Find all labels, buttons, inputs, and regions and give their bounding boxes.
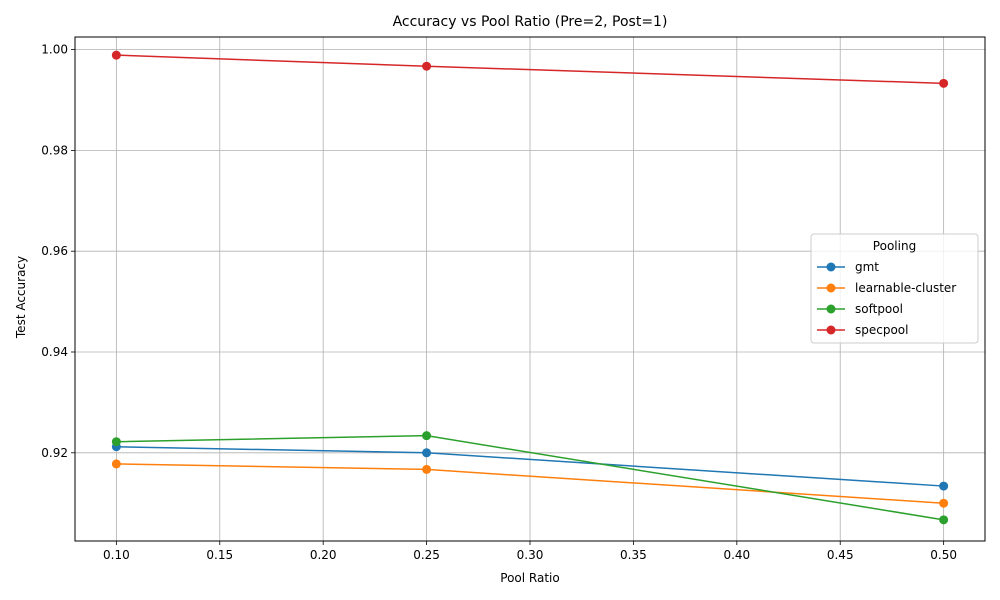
legend-label-softpool: softpool xyxy=(855,302,903,316)
x-tick-label: 0.45 xyxy=(827,548,854,562)
grid-lines xyxy=(75,37,985,541)
data-point-gmt xyxy=(939,481,949,491)
x-tick-label: 0.15 xyxy=(206,548,233,562)
data-point-specpool xyxy=(422,61,432,71)
legend-label-gmt: gmt xyxy=(855,260,879,274)
y-tick-label: 0.96 xyxy=(41,244,68,258)
legend-entry-specpool: specpool xyxy=(817,323,908,337)
y-tick-label: 1.00 xyxy=(41,43,68,57)
data-point-specpool xyxy=(111,50,121,60)
data-point-specpool xyxy=(939,78,949,88)
x-axis-label: Pool Ratio xyxy=(500,571,559,585)
y-tick-label: 0.98 xyxy=(41,143,68,157)
legend-box xyxy=(810,233,979,344)
data-point-learnable-cluster xyxy=(939,498,949,508)
legend-title: Pooling xyxy=(873,239,916,253)
y-axis-ticks: 0.92 0.94 0.96 0.98 1.00 xyxy=(41,43,75,460)
legend: Pooling gmt learnable-cluster softpool spec… xyxy=(810,233,979,344)
series-layer xyxy=(111,50,949,525)
legend-entry-learnable-cluster: learnable-cluster xyxy=(817,281,956,295)
legend-marker-gmt xyxy=(826,262,836,272)
data-point-learnable-cluster xyxy=(111,459,121,469)
chart-title: Accuracy vs Pool Ratio (Pre=2, Post=1) xyxy=(393,14,668,30)
x-tick-label: 0.25 xyxy=(413,548,440,562)
x-tick-label: 0.35 xyxy=(620,548,647,562)
legend-label-specpool: specpool xyxy=(855,323,908,337)
x-axis-ticks: 0.10 0.15 0.20 0.25 0.30 0.35 0.40 0.45 0.50 xyxy=(103,541,957,562)
data-point-softpool xyxy=(111,437,121,447)
legend-entry-gmt: gmt xyxy=(817,260,879,274)
legend-marker-specpool xyxy=(826,325,836,335)
y-axis-label: Test Accuracy xyxy=(14,256,28,339)
data-point-learnable-cluster xyxy=(422,464,432,474)
legend-entry-softpool: softpool xyxy=(817,302,903,316)
legend-entries: gmt learnable-cluster softpool specpool xyxy=(817,260,956,337)
legend-marker-learnable-cluster xyxy=(826,283,836,293)
data-point-softpool xyxy=(422,431,432,441)
x-tick-label: 0.30 xyxy=(517,548,544,562)
series-softpool xyxy=(111,431,949,525)
data-point-softpool xyxy=(939,515,949,525)
series-specpool xyxy=(111,50,949,88)
legend-label-learnable-cluster: learnable-cluster xyxy=(855,281,956,295)
y-tick-label: 0.94 xyxy=(41,345,68,359)
y-tick-label: 0.92 xyxy=(41,446,68,460)
x-tick-label: 0.10 xyxy=(103,548,130,562)
legend-marker-softpool xyxy=(826,304,836,314)
x-tick-label: 0.20 xyxy=(310,548,337,562)
x-tick-label: 0.50 xyxy=(930,548,957,562)
data-point-gmt xyxy=(422,448,432,458)
x-tick-label: 0.40 xyxy=(723,548,750,562)
